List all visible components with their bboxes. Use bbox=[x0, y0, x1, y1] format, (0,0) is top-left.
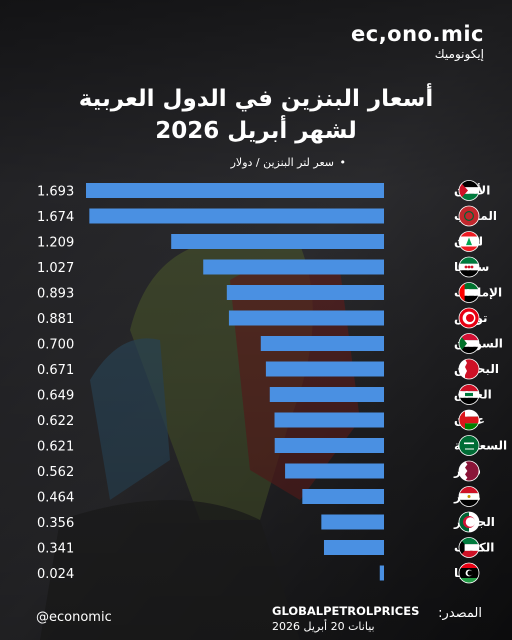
value-label-9: 0.622 bbox=[37, 414, 74, 429]
unit-bullet-icon: • bbox=[339, 156, 347, 169]
value-label-11: 0.562 bbox=[37, 465, 74, 480]
kuwait-flag-icon bbox=[458, 537, 480, 558]
morocco-flag-icon bbox=[458, 205, 480, 227]
algeria-flag-icon bbox=[458, 511, 480, 533]
source-name: GLOBALPETROLPRICES bbox=[272, 604, 420, 618]
chart-title-line2: لشهر أبريل 2026 bbox=[155, 118, 357, 144]
bar-12 bbox=[302, 489, 384, 504]
value-label-1: 1.674 bbox=[37, 210, 74, 225]
bar-14 bbox=[323, 540, 384, 555]
bar-15 bbox=[379, 565, 384, 581]
bar-0 bbox=[86, 183, 384, 198]
value-label-2: 1.209 bbox=[37, 236, 74, 251]
uae-flag-icon bbox=[458, 282, 480, 303]
value-label-14: 0.341 bbox=[37, 542, 74, 557]
value-label-15: 0.024 bbox=[37, 567, 74, 582]
bar-4 bbox=[226, 285, 384, 300]
tunisia-flag-icon bbox=[458, 307, 480, 329]
value-label-13: 0.356 bbox=[37, 516, 74, 531]
iraq-flag-icon bbox=[458, 384, 480, 405]
value-label-4: 0.893 bbox=[37, 287, 74, 302]
bar-2 bbox=[171, 234, 384, 249]
syria-flag-icon bbox=[458, 256, 480, 278]
brand-name-arabic: إيكونوميك bbox=[434, 47, 484, 61]
brand-logo: ec,ono.mic إيكونوميك bbox=[351, 22, 484, 61]
bahrain-flag-icon bbox=[458, 358, 480, 380]
value-label-12: 0.464 bbox=[37, 491, 74, 506]
bar-5 bbox=[228, 310, 384, 326]
sudan-flag-icon bbox=[458, 333, 480, 354]
bar-8 bbox=[269, 387, 384, 402]
oman-flag-icon bbox=[458, 409, 480, 431]
unit-label: سعر لتر البنزين / دولار bbox=[230, 156, 334, 169]
value-label-0: 1.693 bbox=[37, 185, 74, 200]
bar-3 bbox=[203, 259, 384, 275]
value-label-5: 0.881 bbox=[37, 312, 74, 327]
value-label-8: 0.649 bbox=[37, 389, 74, 404]
libya-flag-icon bbox=[458, 562, 480, 584]
bar-9 bbox=[274, 412, 384, 428]
bar-6 bbox=[260, 336, 384, 351]
bar-11 bbox=[285, 463, 384, 479]
chart-title-line1: أسعار البنزين في الدول العربية bbox=[78, 86, 434, 112]
egypt-flag-icon bbox=[458, 486, 480, 507]
value-label-3: 1.027 bbox=[37, 261, 74, 276]
bar-7 bbox=[265, 361, 384, 377]
bar-chart: 1.693الأردن1.674المغرب1.209لبنان1.027سور… bbox=[37, 180, 507, 584]
lebanon-flag-icon bbox=[458, 231, 480, 252]
value-label-6: 0.700 bbox=[37, 338, 74, 353]
saudi-flag-icon bbox=[458, 435, 480, 456]
source-label: المصدر: bbox=[438, 606, 482, 621]
value-label-10: 0.621 bbox=[37, 440, 74, 455]
bar-10 bbox=[274, 438, 384, 453]
qatar-flag-icon bbox=[458, 460, 480, 482]
bar-1 bbox=[89, 208, 384, 224]
value-label-7: 0.671 bbox=[37, 363, 74, 378]
source-date: بيانات 20 أبريل 2026 bbox=[272, 620, 375, 633]
bar-13 bbox=[321, 514, 384, 530]
jordan-flag-icon bbox=[458, 180, 480, 201]
brand-name: ec,ono.mic bbox=[351, 22, 484, 46]
social-handle: @economic bbox=[36, 610, 112, 625]
